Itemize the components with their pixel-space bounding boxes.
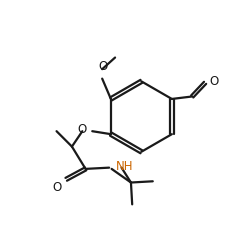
Text: O: O [210,75,219,88]
Text: NH: NH [116,160,134,173]
Text: O: O [78,124,87,136]
Text: O: O [53,181,62,194]
Text: O: O [98,60,108,73]
